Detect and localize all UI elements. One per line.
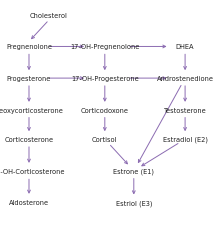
Text: 18-OH-Corticosterone: 18-OH-Corticosterone	[0, 168, 65, 174]
Text: Corticodoxone: Corticodoxone	[81, 107, 129, 113]
Text: 17-OH-Progesterone: 17-OH-Progesterone	[71, 76, 139, 82]
Text: Corticosterone: Corticosterone	[4, 137, 54, 142]
Text: Deoxycorticosterone: Deoxycorticosterone	[0, 107, 63, 113]
Text: DHEA: DHEA	[176, 44, 194, 50]
Text: Estrone (E1): Estrone (E1)	[113, 168, 154, 174]
Text: Androstenedione: Androstenedione	[157, 76, 214, 82]
Text: Cholesterol: Cholesterol	[30, 13, 68, 19]
Text: 17-OH-Pregnenolone: 17-OH-Pregnenolone	[70, 44, 140, 50]
Text: Cortisol: Cortisol	[92, 137, 118, 142]
Text: Progesterone: Progesterone	[7, 76, 51, 82]
Text: Estradiol (E2): Estradiol (E2)	[163, 136, 208, 143]
Text: Testosterone: Testosterone	[164, 107, 206, 113]
Text: Estriol (E3): Estriol (E3)	[116, 199, 152, 206]
Text: Aldosterone: Aldosterone	[9, 200, 49, 205]
Text: Pregnenolone: Pregnenolone	[6, 44, 52, 50]
